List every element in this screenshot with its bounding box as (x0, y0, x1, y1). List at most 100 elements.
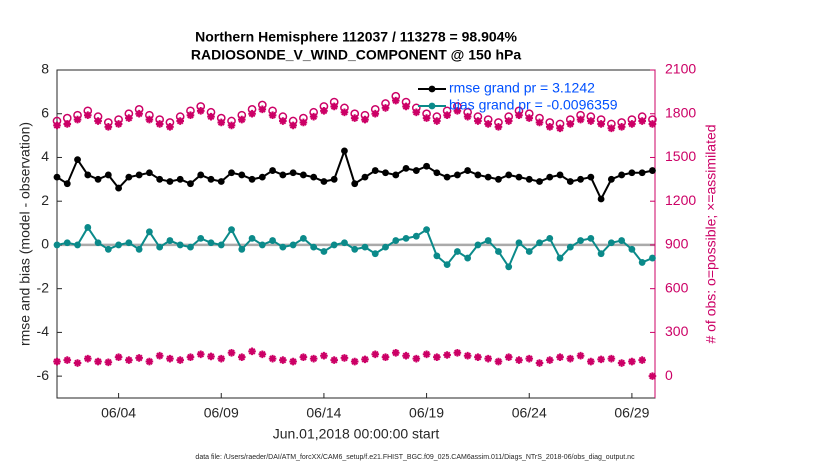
marker-star (361, 115, 369, 124)
marker-star (566, 354, 575, 363)
marker-star (504, 117, 513, 125)
marker-dot (607, 175, 615, 183)
marker-star (279, 117, 287, 125)
marker-star (504, 353, 513, 361)
marker-dot (566, 243, 574, 251)
marker-star (217, 354, 226, 363)
marker-star (145, 357, 154, 366)
marker-dot (269, 237, 276, 244)
marker-dot (115, 184, 122, 192)
marker-dot (84, 224, 92, 231)
marker-dot (423, 162, 430, 170)
marker-star (227, 121, 236, 130)
x-axis-label: Jun.01,2018 00:00:00 start (273, 426, 440, 442)
marker-star (515, 356, 523, 364)
marker-star (587, 357, 595, 366)
marker-star (299, 118, 308, 127)
marker-dot (115, 241, 122, 249)
marker-star (422, 350, 431, 359)
marker-dot (453, 171, 461, 179)
marker-dot (402, 165, 410, 172)
marker-star (320, 107, 328, 115)
marker-star (104, 123, 113, 131)
marker-dot (412, 167, 420, 174)
y-tick-label: -6 (37, 367, 50, 383)
marker-star (320, 351, 328, 360)
chart-subtitle: RADIOSONDE_V_WIND_COMPONENT @ 150 hPa (191, 47, 521, 63)
marker-star (330, 102, 338, 111)
marker-dot (228, 169, 235, 177)
marker-dot (135, 245, 143, 253)
marker-dot (484, 173, 492, 181)
marker-star (402, 351, 410, 360)
marker-dot (556, 171, 564, 179)
marker-star (299, 353, 308, 361)
y2-tick-label: 900 (665, 236, 689, 252)
marker-star (350, 114, 359, 122)
marker-star (94, 357, 102, 366)
marker-star (607, 354, 616, 363)
marker-star (433, 117, 441, 125)
marker-dot (536, 239, 543, 247)
x-tick-label: 06/09 (204, 405, 239, 421)
marker-star (176, 356, 184, 364)
marker-dot (166, 178, 174, 185)
marker-star (155, 120, 164, 128)
marker-star (648, 372, 657, 380)
marker-dot (217, 178, 225, 185)
marker-dot (94, 239, 102, 247)
marker-star (381, 104, 390, 112)
marker-dot (207, 175, 215, 183)
y-tick-label: -2 (37, 279, 50, 295)
marker-star (114, 120, 123, 128)
marker-dot (289, 169, 297, 177)
marker-dot (258, 173, 266, 181)
marker-star (515, 111, 523, 119)
marker-dot (495, 175, 502, 183)
y2-tick-label: 600 (665, 279, 689, 295)
marker-dot (53, 241, 61, 249)
marker-dot (474, 241, 482, 249)
marker-dot (145, 169, 153, 177)
marker-star (125, 114, 133, 122)
marker-dot (392, 237, 400, 244)
y2-tick-label: 0 (665, 367, 673, 383)
marker-star (330, 356, 338, 364)
y-tick-label: 8 (41, 61, 49, 77)
marker-star (484, 354, 492, 363)
marker-star (166, 354, 174, 363)
marker-dot (238, 245, 246, 253)
marker-dot (443, 261, 451, 269)
marker-star (484, 120, 492, 128)
marker-dot (310, 243, 318, 251)
marker-star (207, 352, 215, 361)
marker-dot (187, 180, 194, 188)
marker-star (433, 353, 441, 361)
marker-star (535, 118, 544, 127)
marker-dot (125, 239, 133, 247)
marker-star (597, 355, 605, 364)
marker-star (196, 350, 205, 359)
marker-star (545, 356, 554, 364)
marker-star (176, 117, 184, 125)
marker-dot (94, 175, 102, 183)
marker-dot (474, 171, 482, 179)
marker-star (494, 123, 503, 131)
marker-star (196, 107, 205, 115)
marker-dot (464, 254, 472, 262)
marker-dot (63, 180, 71, 188)
marker-dot (217, 241, 225, 249)
marker-dot (187, 243, 194, 251)
marker-dot (299, 171, 307, 179)
marker-star (576, 115, 585, 124)
marker-dot (330, 175, 338, 183)
marker-star (474, 117, 482, 125)
marker-star (371, 350, 380, 359)
marker-dot (433, 169, 441, 177)
marker-star (535, 359, 544, 367)
y2-tick-label: 1200 (665, 192, 696, 208)
marker-star (83, 111, 92, 119)
marker-dot (587, 234, 595, 242)
marker-star (94, 117, 102, 125)
marker-dot (248, 234, 256, 242)
